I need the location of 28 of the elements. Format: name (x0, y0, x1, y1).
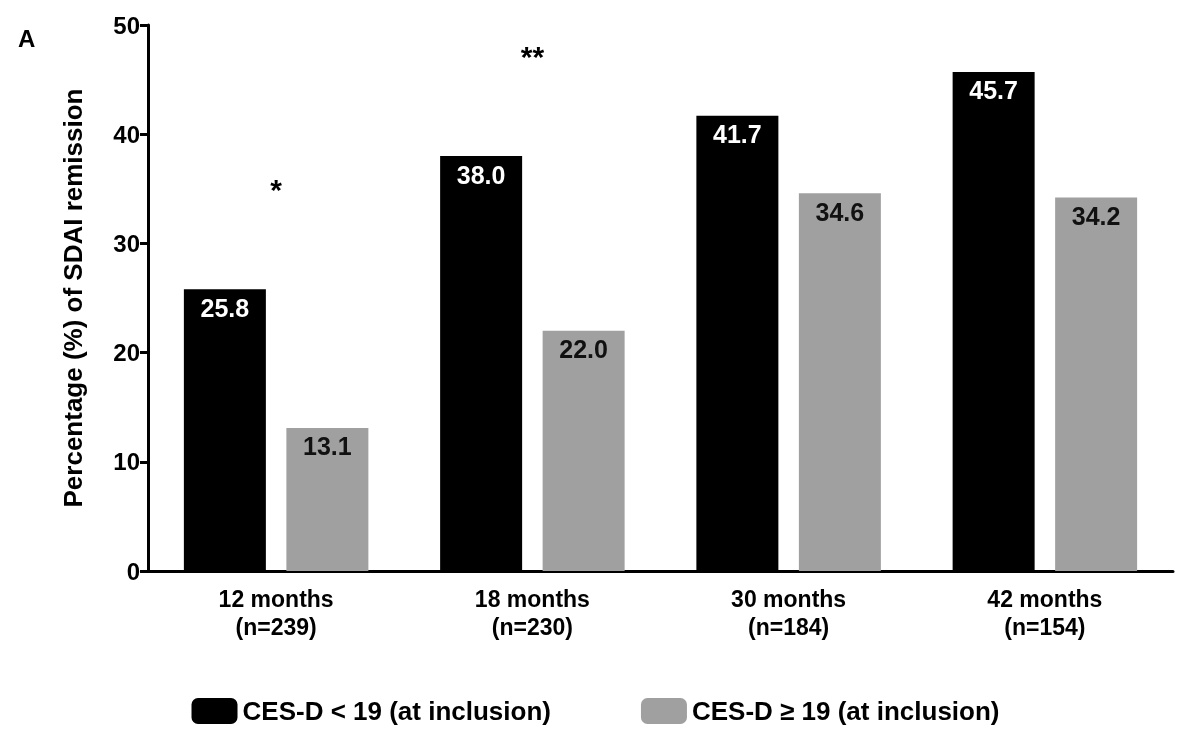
bar (1055, 197, 1138, 571)
annotation: ** (520, 39, 545, 73)
data-label: 38.0 (456, 160, 506, 189)
x-tick-label: 42 months (n=154) (987, 586, 1103, 640)
y-tick-label: 0 (126, 557, 140, 585)
data-label: 41.7 (713, 120, 762, 149)
y-tick-label: 10 (113, 448, 140, 476)
x-tick-label: 30 months (n=184) (731, 586, 847, 640)
text: A (18, 24, 36, 52)
bar (542, 330, 625, 571)
annotation: * (270, 172, 283, 206)
x-tick-label: 12 months (n=239) (218, 586, 334, 640)
bar (798, 193, 881, 571)
y-tick-label: 30 (113, 229, 140, 257)
legend-label: CES-D ≥ 19 (at inclusion) (691, 696, 1000, 726)
data-label: 45.7 (969, 76, 1018, 105)
data-label: 13.1 (303, 432, 352, 461)
data-label: 22.0 (559, 335, 608, 364)
data-label: 25.8 (200, 293, 250, 322)
y-tick-label: 20 (113, 339, 140, 367)
legend-label: CES-D < 19 (at inclusion) (242, 696, 551, 726)
y-tick-label: 40 (113, 120, 140, 148)
x-tick-label: 18 months (n=230) (474, 586, 590, 640)
data-label: 34.6 (815, 197, 865, 226)
y-axis-title: Percentage (%) of SDAI remission (58, 88, 88, 508)
bar (286, 427, 369, 571)
data-label: 34.2 (1071, 202, 1121, 231)
y-tick-label: 50 (113, 11, 140, 39)
